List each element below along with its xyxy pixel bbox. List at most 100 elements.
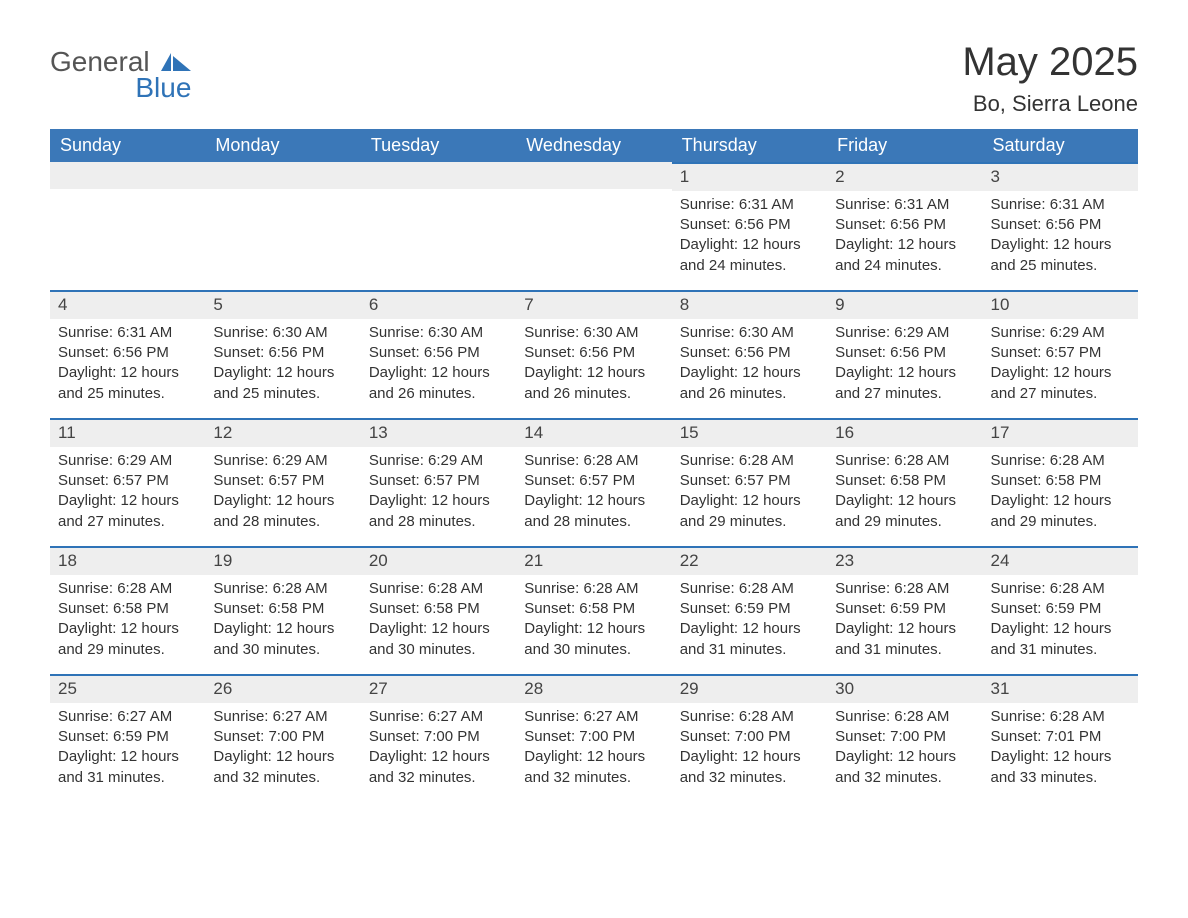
day-details: Sunrise: 6:28 AMSunset: 6:58 PMDaylight:… xyxy=(516,575,671,666)
calendar-day-cell xyxy=(516,162,671,290)
sunset-line: Sunset: 6:56 PM xyxy=(991,215,1130,235)
day-details: Sunrise: 6:28 AMSunset: 6:58 PMDaylight:… xyxy=(827,447,982,538)
day-number: 1 xyxy=(672,162,827,191)
calendar-week-row: 25Sunrise: 6:27 AMSunset: 6:59 PMDayligh… xyxy=(50,674,1138,802)
sunrise-line: Sunrise: 6:30 AM xyxy=(680,323,819,343)
calendar-day-cell: 25Sunrise: 6:27 AMSunset: 6:59 PMDayligh… xyxy=(50,674,205,802)
day-details: Sunrise: 6:27 AMSunset: 6:59 PMDaylight:… xyxy=(50,703,205,794)
sunset-line: Sunset: 6:57 PM xyxy=(369,471,508,491)
sunrise-line: Sunrise: 6:28 AM xyxy=(991,451,1130,471)
day-number: 31 xyxy=(983,674,1138,703)
sunrise-line: Sunrise: 6:31 AM xyxy=(680,195,819,215)
sunset-line: Sunset: 6:57 PM xyxy=(680,471,819,491)
day-details: Sunrise: 6:28 AMSunset: 6:59 PMDaylight:… xyxy=(827,575,982,666)
daylight-line: Daylight: 12 hours and 32 minutes. xyxy=(524,747,663,788)
day-details: Sunrise: 6:30 AMSunset: 6:56 PMDaylight:… xyxy=(672,319,827,410)
sunrise-line: Sunrise: 6:28 AM xyxy=(680,579,819,599)
day-details: Sunrise: 6:28 AMSunset: 7:01 PMDaylight:… xyxy=(983,703,1138,794)
calendar-day-cell: 16Sunrise: 6:28 AMSunset: 6:58 PMDayligh… xyxy=(827,418,982,546)
day-details: Sunrise: 6:29 AMSunset: 6:57 PMDaylight:… xyxy=(361,447,516,538)
sunrise-line: Sunrise: 6:29 AM xyxy=(58,451,197,471)
day-number: 11 xyxy=(50,418,205,447)
day-details: Sunrise: 6:31 AMSunset: 6:56 PMDaylight:… xyxy=(50,319,205,410)
day-details: Sunrise: 6:27 AMSunset: 7:00 PMDaylight:… xyxy=(205,703,360,794)
day-details: Sunrise: 6:27 AMSunset: 7:00 PMDaylight:… xyxy=(516,703,671,794)
calendar-day-cell: 15Sunrise: 6:28 AMSunset: 6:57 PMDayligh… xyxy=(672,418,827,546)
sunrise-line: Sunrise: 6:28 AM xyxy=(835,707,974,727)
day-details: Sunrise: 6:29 AMSunset: 6:56 PMDaylight:… xyxy=(827,319,982,410)
day-number: 25 xyxy=(50,674,205,703)
sunrise-line: Sunrise: 6:30 AM xyxy=(369,323,508,343)
day-number: 21 xyxy=(516,546,671,575)
day-number: 16 xyxy=(827,418,982,447)
day-number: 10 xyxy=(983,290,1138,319)
day-number: 28 xyxy=(516,674,671,703)
sunrise-line: Sunrise: 6:28 AM xyxy=(58,579,197,599)
calendar-day-cell xyxy=(50,162,205,290)
sunrise-line: Sunrise: 6:28 AM xyxy=(991,579,1130,599)
calendar-day-cell: 31Sunrise: 6:28 AMSunset: 7:01 PMDayligh… xyxy=(983,674,1138,802)
sunrise-line: Sunrise: 6:30 AM xyxy=(213,323,352,343)
title-block: May 2025 Bo, Sierra Leone xyxy=(962,40,1138,117)
daylight-line: Daylight: 12 hours and 32 minutes. xyxy=(213,747,352,788)
day-number: 19 xyxy=(205,546,360,575)
daylight-line: Daylight: 12 hours and 26 minutes. xyxy=(524,363,663,404)
sunset-line: Sunset: 6:57 PM xyxy=(213,471,352,491)
sunset-line: Sunset: 6:58 PM xyxy=(369,599,508,619)
sunrise-line: Sunrise: 6:29 AM xyxy=(991,323,1130,343)
sunrise-line: Sunrise: 6:28 AM xyxy=(524,579,663,599)
day-details: Sunrise: 6:27 AMSunset: 7:00 PMDaylight:… xyxy=(361,703,516,794)
calendar-day-cell: 2Sunrise: 6:31 AMSunset: 6:56 PMDaylight… xyxy=(827,162,982,290)
logo-word-blue: Blue xyxy=(50,74,191,102)
calendar-day-cell: 12Sunrise: 6:29 AMSunset: 6:57 PMDayligh… xyxy=(205,418,360,546)
sunrise-line: Sunrise: 6:27 AM xyxy=(58,707,197,727)
day-number: 2 xyxy=(827,162,982,191)
day-details: Sunrise: 6:29 AMSunset: 6:57 PMDaylight:… xyxy=(983,319,1138,410)
day-number: 13 xyxy=(361,418,516,447)
sunset-line: Sunset: 6:56 PM xyxy=(369,343,508,363)
day-details: Sunrise: 6:28 AMSunset: 6:58 PMDaylight:… xyxy=(205,575,360,666)
day-number: 7 xyxy=(516,290,671,319)
calendar-day-cell: 24Sunrise: 6:28 AMSunset: 6:59 PMDayligh… xyxy=(983,546,1138,674)
sunrise-line: Sunrise: 6:27 AM xyxy=(369,707,508,727)
day-number: 27 xyxy=(361,674,516,703)
calendar-table: SundayMondayTuesdayWednesdayThursdayFrid… xyxy=(50,129,1138,802)
calendar-day-cell: 29Sunrise: 6:28 AMSunset: 7:00 PMDayligh… xyxy=(672,674,827,802)
calendar-day-cell: 6Sunrise: 6:30 AMSunset: 6:56 PMDaylight… xyxy=(361,290,516,418)
day-details: Sunrise: 6:28 AMSunset: 7:00 PMDaylight:… xyxy=(672,703,827,794)
calendar-day-cell: 3Sunrise: 6:31 AMSunset: 6:56 PMDaylight… xyxy=(983,162,1138,290)
sunrise-line: Sunrise: 6:28 AM xyxy=(991,707,1130,727)
sunset-line: Sunset: 6:56 PM xyxy=(835,215,974,235)
sunset-line: Sunset: 6:57 PM xyxy=(524,471,663,491)
weekday-header: Tuesday xyxy=(361,129,516,162)
day-details: Sunrise: 6:28 AMSunset: 6:58 PMDaylight:… xyxy=(50,575,205,666)
day-number: 24 xyxy=(983,546,1138,575)
calendar-day-cell: 21Sunrise: 6:28 AMSunset: 6:58 PMDayligh… xyxy=(516,546,671,674)
day-number: 14 xyxy=(516,418,671,447)
day-number-empty xyxy=(50,162,205,189)
weekday-header: Sunday xyxy=(50,129,205,162)
sunset-line: Sunset: 6:58 PM xyxy=(835,471,974,491)
day-number: 12 xyxy=(205,418,360,447)
daylight-line: Daylight: 12 hours and 33 minutes. xyxy=(991,747,1130,788)
day-details: Sunrise: 6:28 AMSunset: 7:00 PMDaylight:… xyxy=(827,703,982,794)
daylight-line: Daylight: 12 hours and 24 minutes. xyxy=(835,235,974,276)
calendar-day-cell: 19Sunrise: 6:28 AMSunset: 6:58 PMDayligh… xyxy=(205,546,360,674)
day-number: 30 xyxy=(827,674,982,703)
calendar-day-cell: 10Sunrise: 6:29 AMSunset: 6:57 PMDayligh… xyxy=(983,290,1138,418)
logo-flag-icon xyxy=(161,53,191,71)
sunset-line: Sunset: 7:00 PM xyxy=(680,727,819,747)
calendar-day-cell xyxy=(361,162,516,290)
sunset-line: Sunset: 6:56 PM xyxy=(213,343,352,363)
day-details: Sunrise: 6:28 AMSunset: 6:57 PMDaylight:… xyxy=(516,447,671,538)
day-number: 17 xyxy=(983,418,1138,447)
day-number: 3 xyxy=(983,162,1138,191)
sunset-line: Sunset: 6:56 PM xyxy=(835,343,974,363)
daylight-line: Daylight: 12 hours and 26 minutes. xyxy=(369,363,508,404)
weekday-header: Wednesday xyxy=(516,129,671,162)
daylight-line: Daylight: 12 hours and 25 minutes. xyxy=(58,363,197,404)
sunrise-line: Sunrise: 6:28 AM xyxy=(680,707,819,727)
sunrise-line: Sunrise: 6:28 AM xyxy=(213,579,352,599)
day-details: Sunrise: 6:29 AMSunset: 6:57 PMDaylight:… xyxy=(50,447,205,538)
daylight-line: Daylight: 12 hours and 27 minutes. xyxy=(58,491,197,532)
